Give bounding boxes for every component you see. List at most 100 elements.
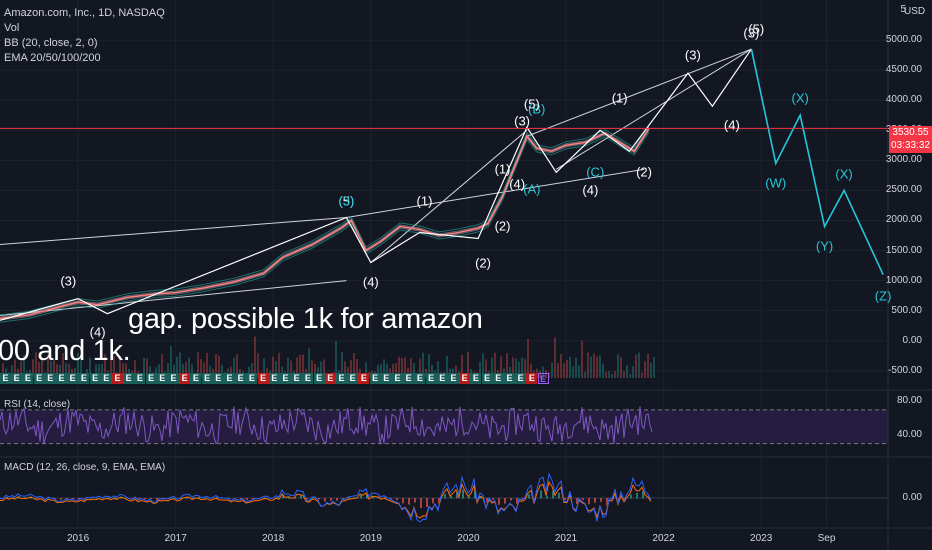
earnings-mark: E bbox=[56, 373, 67, 384]
volume-bar bbox=[314, 363, 316, 378]
volume-bar bbox=[458, 371, 460, 378]
macd-histogram-bar bbox=[300, 495, 302, 499]
price-tick-label: -500.00 bbox=[888, 364, 922, 376]
earnings-mark: E bbox=[347, 373, 359, 384]
volume-bar bbox=[557, 362, 559, 378]
volume-bar bbox=[278, 352, 280, 378]
volume-bar bbox=[98, 363, 100, 378]
bollinger-indicator-label[interactable]: BB (20, close, 2, 0) bbox=[4, 37, 98, 49]
earnings-mark: E bbox=[201, 373, 213, 384]
time-tick-label: 2017 bbox=[164, 533, 187, 544]
bollinger-band bbox=[0, 129, 650, 321]
macd-histogram-bar bbox=[372, 496, 374, 499]
earnings-mark: E bbox=[492, 373, 504, 384]
earnings-mark: E bbox=[112, 373, 123, 384]
macd-histogram-bar bbox=[426, 498, 428, 508]
rsi-tick-label: 40.00 bbox=[896, 429, 922, 441]
earnings-mark: E bbox=[33, 373, 45, 384]
volume-bar bbox=[176, 356, 178, 378]
rsi-band bbox=[0, 409, 888, 444]
volume-bar bbox=[509, 367, 511, 378]
volume-bar bbox=[413, 363, 415, 378]
volume-bar bbox=[170, 345, 172, 378]
volume-bar bbox=[479, 361, 481, 378]
trendline bbox=[0, 216, 347, 246]
volume-bar bbox=[554, 337, 556, 378]
earnings-mark: E bbox=[78, 373, 90, 384]
wave-label: (3) bbox=[60, 273, 77, 289]
volume-bar bbox=[638, 352, 640, 378]
macd-histogram-bar bbox=[360, 494, 362, 499]
volume-bar bbox=[455, 365, 457, 378]
wave-label: (4) bbox=[582, 182, 599, 198]
earnings-mark: E bbox=[459, 373, 471, 384]
ema-indicator-label[interactable]: EMA 20/50/100/200 bbox=[4, 52, 101, 64]
volume-bar bbox=[383, 359, 385, 378]
volume-bar bbox=[23, 354, 25, 378]
volume-bar bbox=[263, 358, 265, 378]
volume-bar bbox=[353, 353, 355, 378]
wave-label: (Z) bbox=[874, 288, 892, 304]
trendlines bbox=[0, 48, 752, 316]
wave-label: (1) bbox=[494, 161, 511, 177]
wave-label: (4) bbox=[723, 117, 740, 133]
time-tick-label: 2016 bbox=[66, 533, 90, 544]
volume-bar bbox=[254, 336, 256, 378]
volume-bar bbox=[398, 356, 400, 378]
volume-bar bbox=[422, 352, 424, 378]
earnings-mark: E bbox=[414, 373, 426, 384]
time-tick-label: 2020 bbox=[457, 533, 480, 544]
volume-bar bbox=[11, 364, 13, 378]
volume-bar bbox=[365, 362, 367, 378]
macd-line bbox=[0, 472, 652, 523]
volume-bar bbox=[551, 362, 553, 378]
currency-label[interactable]: USD bbox=[904, 6, 926, 17]
volume-bar bbox=[428, 354, 430, 378]
earnings-mark: E bbox=[425, 373, 437, 384]
symbol-title[interactable]: Amazon.com, Inc., 1D, NASDAQ bbox=[4, 7, 165, 19]
volume-bar bbox=[119, 355, 121, 378]
macd-histogram-bar bbox=[6, 496, 8, 499]
volume-bar bbox=[56, 364, 58, 378]
volume-bar bbox=[602, 363, 604, 378]
rsi-title[interactable]: RSI (14, close) bbox=[4, 399, 71, 410]
volume-bar bbox=[530, 363, 532, 378]
earnings-mark: E bbox=[369, 373, 381, 384]
macd-histogram-bar bbox=[594, 498, 596, 503]
earnings-mark: E bbox=[291, 373, 303, 384]
earnings-mark: E bbox=[224, 373, 235, 384]
volume-bar bbox=[653, 357, 655, 378]
volume-bar bbox=[392, 363, 394, 378]
rsi-tick-label: 80.00 bbox=[896, 395, 922, 407]
volume-bar bbox=[122, 363, 124, 378]
earnings-mark: E bbox=[156, 373, 168, 384]
price-series bbox=[0, 124, 650, 323]
volume-bar bbox=[524, 358, 526, 378]
macd-title[interactable]: MACD (12, 26, close, 9, EMA, EMA) bbox=[4, 462, 166, 473]
volume-bar bbox=[32, 359, 34, 378]
macd-histogram-bar bbox=[606, 498, 608, 506]
macd-histogram-bar bbox=[390, 498, 392, 499]
grid bbox=[0, 0, 888, 528]
volume-bar bbox=[209, 365, 211, 378]
volume-bar bbox=[515, 358, 517, 378]
earnings-mark: E bbox=[436, 373, 448, 384]
volume-bar bbox=[281, 366, 283, 378]
volume-bar bbox=[491, 357, 493, 378]
volume-bar bbox=[548, 371, 550, 378]
volume-bar bbox=[593, 353, 595, 378]
volume-bar bbox=[317, 367, 319, 378]
macd-histogram-bar bbox=[180, 498, 182, 499]
volume-bar bbox=[77, 352, 79, 378]
volume-bar bbox=[233, 357, 235, 378]
wave-label: (2) bbox=[636, 164, 652, 180]
earnings-mark: E bbox=[392, 373, 403, 384]
price-line bbox=[0, 128, 650, 320]
macd-histogram-bar bbox=[468, 496, 470, 499]
volume-indicator-label[interactable]: Vol bbox=[4, 22, 20, 34]
macd-histogram-bar bbox=[462, 489, 464, 499]
volume-bar bbox=[401, 357, 403, 378]
volume-bar bbox=[320, 361, 322, 378]
volume-bar bbox=[386, 363, 388, 378]
